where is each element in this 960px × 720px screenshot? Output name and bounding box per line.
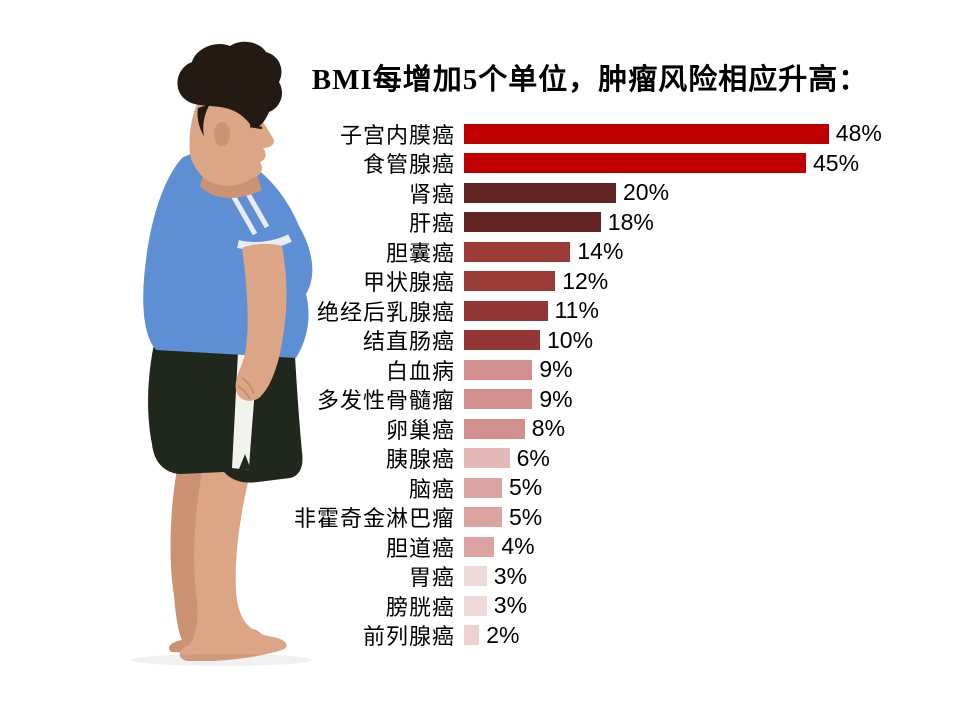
chart-row: 肾癌 20% bbox=[280, 178, 882, 208]
category-label: 甲状腺癌 bbox=[362, 270, 455, 296]
value-label: 8% bbox=[531, 415, 566, 442]
front-leg bbox=[179, 462, 287, 661]
category-label: 胆囊癌 bbox=[385, 240, 455, 266]
category-label: 卵巢癌 bbox=[385, 417, 455, 443]
chart-row: 卵巢癌 8% bbox=[280, 414, 882, 444]
chart-row: 多发性骨髓瘤 9% bbox=[280, 385, 882, 415]
bar bbox=[464, 182, 616, 203]
chart-row: 甲状腺癌 12% bbox=[280, 267, 882, 297]
value-label: 4% bbox=[501, 533, 535, 560]
bar bbox=[464, 625, 480, 646]
chart-row: 胃癌 3% bbox=[280, 562, 882, 592]
hair bbox=[177, 41, 283, 128]
bar bbox=[464, 153, 806, 174]
bar bbox=[464, 241, 571, 262]
arm bbox=[235, 243, 287, 401]
category-label: 前列腺癌 bbox=[362, 624, 455, 650]
value-label: 10% bbox=[547, 326, 594, 353]
bar bbox=[464, 359, 533, 380]
bar bbox=[464, 330, 540, 351]
category-label: 结直肠癌 bbox=[362, 329, 455, 355]
bar bbox=[464, 418, 525, 439]
value-label: 18% bbox=[607, 208, 654, 235]
chart-row: 胆道癌 4% bbox=[280, 532, 882, 562]
value-label: 6% bbox=[516, 444, 550, 471]
bar bbox=[464, 389, 533, 410]
category-label: 非霍奇金淋巴瘤 bbox=[293, 506, 455, 532]
chart-row: 膀胱癌 3% bbox=[280, 591, 882, 621]
value-label: 48% bbox=[835, 120, 882, 147]
category-label: 胃癌 bbox=[408, 565, 455, 591]
chart-row: 子宫内膜癌 48% bbox=[280, 119, 882, 149]
ear-icon bbox=[214, 122, 230, 146]
chart-row: 脑癌 5% bbox=[280, 473, 882, 503]
category-label: 脑癌 bbox=[408, 476, 455, 502]
obese-child-profile-photo bbox=[132, 41, 313, 666]
value-label: 3% bbox=[493, 562, 528, 589]
value-label: 11% bbox=[554, 297, 599, 324]
chart-row: 非霍奇金淋巴瘤 5% bbox=[280, 503, 882, 533]
value-label: 14% bbox=[577, 238, 624, 265]
chart-row: 结直肠癌 10% bbox=[280, 326, 882, 356]
chart-row: 食管腺癌 45% bbox=[280, 149, 882, 179]
bar bbox=[464, 212, 601, 233]
chart-row: 白血病 9% bbox=[280, 355, 882, 385]
bar-chart: 子宫内膜癌 48% 食管腺癌 45% 肾癌 20% 肝癌 18% 胆囊癌 14% 甲状腺癌 12% 绝经… bbox=[280, 119, 882, 650]
value-label: 9% bbox=[539, 356, 573, 383]
value-label: 9% bbox=[539, 385, 573, 412]
shorts-stripe-notch bbox=[239, 454, 251, 470]
value-label: 5% bbox=[509, 474, 543, 501]
category-label: 绝经后乳腺癌 bbox=[316, 299, 455, 325]
value-label: 2% bbox=[486, 621, 520, 648]
chart-row: 绝经后乳腺癌 11% bbox=[280, 296, 882, 326]
category-label: 膀胱癌 bbox=[385, 594, 455, 620]
bar bbox=[464, 300, 548, 321]
category-label: 多发性骨髓瘤 bbox=[316, 388, 455, 414]
chart-title: BMI每增加5个单位，肿瘤风险相应升高： bbox=[311, 64, 869, 96]
category-label: 胆道癌 bbox=[385, 535, 455, 561]
value-label: 45% bbox=[813, 149, 860, 176]
sideburn bbox=[197, 104, 210, 136]
chart-row: 肝癌 18% bbox=[280, 208, 882, 238]
value-label: 12% bbox=[562, 267, 609, 294]
category-label: 食管腺癌 bbox=[362, 152, 455, 178]
category-label: 肾癌 bbox=[408, 181, 455, 207]
value-label: 5% bbox=[509, 503, 543, 530]
bar bbox=[464, 477, 502, 498]
category-label: 子宫内膜癌 bbox=[339, 122, 455, 148]
bar bbox=[464, 271, 556, 292]
bar bbox=[464, 595, 487, 616]
value-label: 3% bbox=[493, 592, 528, 619]
bar bbox=[464, 566, 487, 587]
chart-row: 胆囊癌 14% bbox=[280, 237, 882, 267]
category-label: 白血病 bbox=[385, 358, 455, 384]
chart-row: 胰腺癌 6% bbox=[280, 444, 882, 474]
category-label: 胰腺癌 bbox=[385, 447, 455, 473]
chart-row: 前列腺癌 2% bbox=[280, 621, 882, 651]
floor-shadow bbox=[132, 654, 312, 666]
hand-lines bbox=[237, 377, 255, 400]
value-label: 20% bbox=[623, 179, 670, 206]
back-leg bbox=[169, 464, 262, 653]
bar bbox=[464, 123, 829, 144]
bar bbox=[464, 448, 510, 469]
bar bbox=[464, 507, 502, 528]
bar bbox=[464, 536, 495, 557]
category-label: 肝癌 bbox=[408, 211, 455, 237]
